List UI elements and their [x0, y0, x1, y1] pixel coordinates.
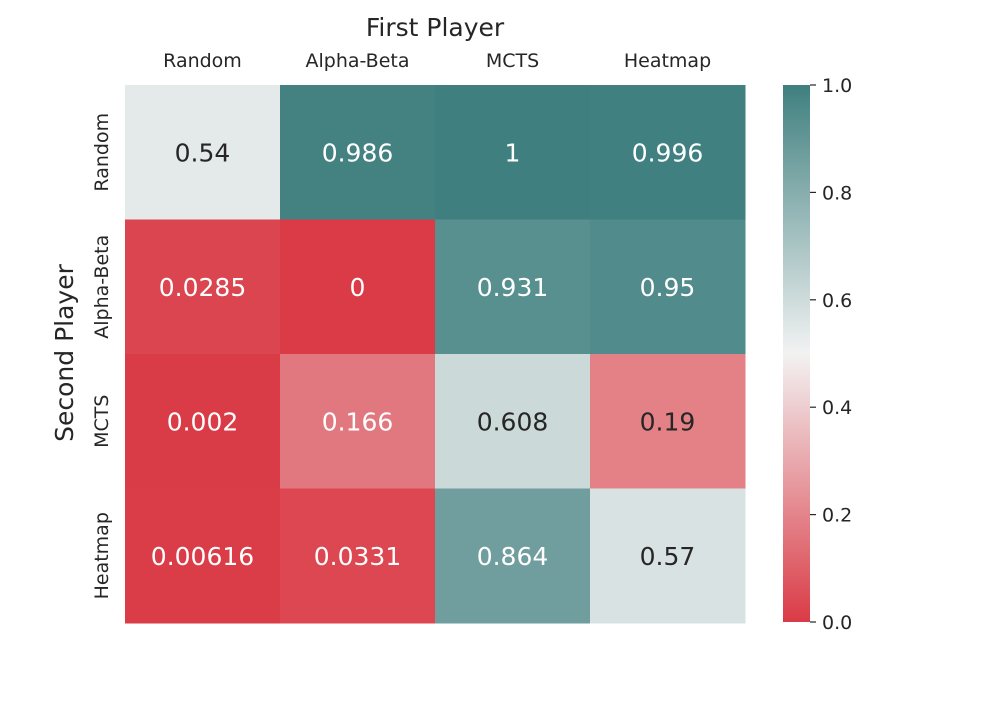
- heatmap-cell: [435, 219, 591, 355]
- x-tick-label: MCTS: [486, 50, 539, 72]
- cell-value-label: 1: [505, 138, 521, 167]
- heatmap-cell: [125, 219, 281, 355]
- cell-value-label: 0.00616: [151, 542, 254, 571]
- cell-value-label: 0.0285: [159, 273, 246, 302]
- y-tick-label: Alpha-Beta: [91, 235, 113, 339]
- x-tick-label: Random: [163, 50, 242, 72]
- cell-value-label: 0.0331: [314, 542, 401, 571]
- cell-value-label: 0.57: [640, 542, 696, 571]
- y-tick-label: Random: [91, 113, 113, 192]
- colorbar: [783, 85, 810, 622]
- cell-value-label: 0.986: [322, 138, 394, 167]
- x-tick-label: Alpha-Beta: [305, 50, 409, 72]
- heatmap-cell: [435, 354, 591, 489]
- colorbar-tick-label: 0.4: [822, 397, 852, 419]
- cell-value-label: 0.002: [167, 407, 239, 436]
- heatmap-cell: [280, 219, 436, 355]
- cell-value-label: 0.996: [632, 138, 704, 167]
- heatmap-cell: [280, 354, 436, 489]
- heatmap-cell: [590, 219, 746, 355]
- colorbar-ticks: 0.0 0.2 0.4 0.6 0.8 1.0: [810, 75, 852, 634]
- heatmap-cell: [125, 354, 281, 489]
- cell-value-label: 0.931: [477, 273, 549, 302]
- x-tick-label: Heatmap: [624, 50, 711, 72]
- x-axis-title: First Player: [366, 13, 505, 42]
- colorbar-tick-label: 0.2: [822, 505, 852, 527]
- cell-value-label: 0.19: [640, 407, 696, 436]
- heatmap-cell: [590, 85, 746, 220]
- cells-layer: [125, 85, 746, 624]
- cell-value-label: 0.95: [640, 273, 696, 302]
- heatmap-cell: [125, 488, 281, 624]
- heatmap-cell: [435, 488, 591, 624]
- cell-value-label: 0.54: [175, 138, 231, 167]
- y-tick-label: MCTS: [91, 395, 113, 448]
- y-axis-title: Second Player: [50, 263, 79, 441]
- cell-value-label: 0: [350, 273, 366, 302]
- heatmap-cell: [125, 85, 281, 220]
- colorbar-tick-label: 0.0: [822, 612, 852, 634]
- heatmap-cell: [590, 488, 746, 624]
- colorbar-tick-label: 0.6: [822, 290, 852, 312]
- heatmap-cell: [590, 354, 746, 489]
- heatmap-cell: [280, 488, 436, 624]
- colorbar-tick-label: 0.8: [822, 182, 852, 204]
- heatmap-cell: [280, 85, 436, 220]
- y-tick-label: Heatmap: [91, 512, 113, 599]
- heatmap-cell: [435, 85, 591, 220]
- cell-value-label: 0.864: [477, 542, 549, 571]
- cell-value-label: 0.608: [477, 407, 549, 436]
- labels-layer: 0.54 0.986 1 0.996 0.0285 0 0.931 0.95 0.002 0.16…: [91, 50, 711, 599]
- cell-value-label: 0.166: [322, 407, 394, 436]
- colorbar-tick-label: 1.0: [822, 75, 852, 97]
